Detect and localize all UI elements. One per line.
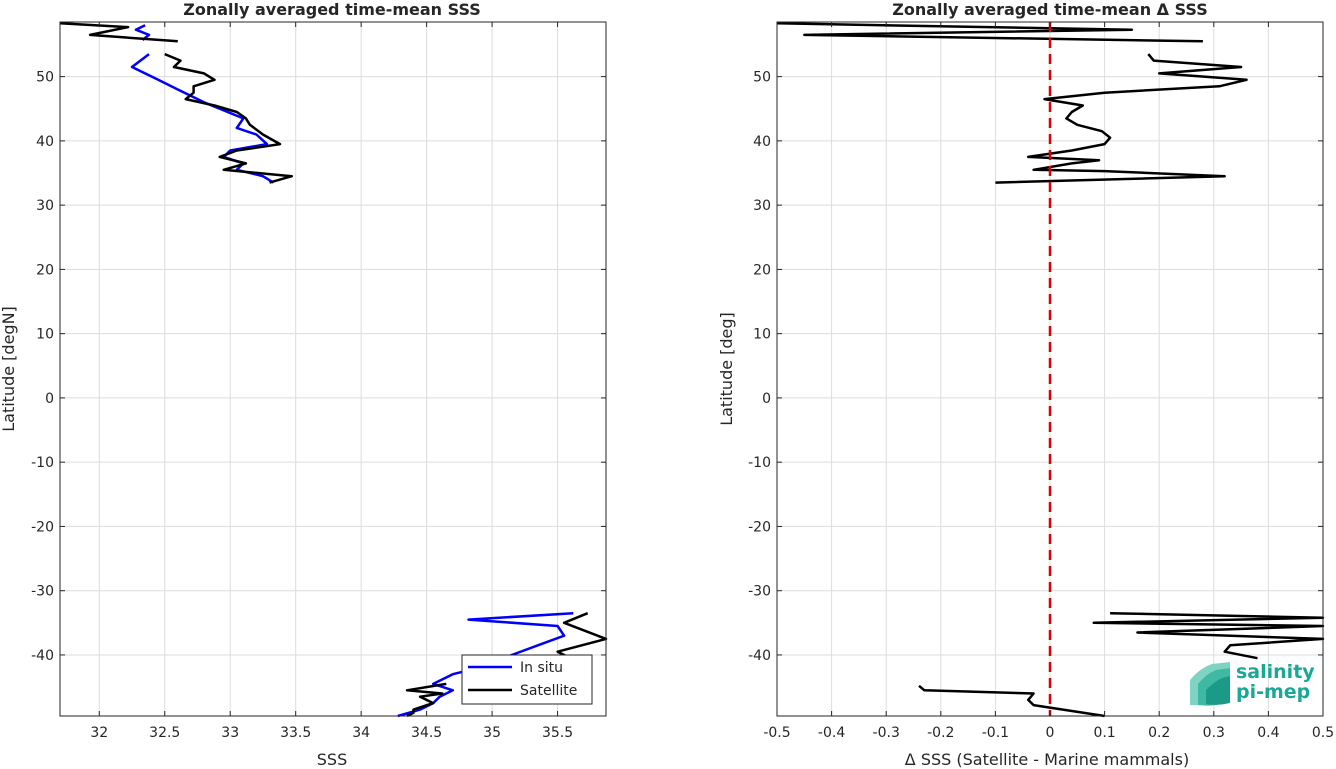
y-tick-label: 50 [36, 70, 54, 86]
delta-sss-series-line [918, 684, 1105, 718]
left-panel-x-label: SSS [317, 750, 347, 769]
x-tick-label: -0.3 [873, 725, 900, 741]
x-tick-label: 34 [352, 725, 370, 741]
delta-sss-series-line [1092, 611, 1325, 660]
x-tick-label: 0.4 [1257, 725, 1279, 741]
y-tick-label: -30 [31, 584, 54, 600]
delta-sss-series-line [776, 22, 1203, 43]
x-tick-label: -0.1 [982, 725, 1009, 741]
logo-wave-icon [1190, 662, 1230, 706]
left-panel-grid [60, 22, 606, 716]
satellite-series-line [59, 22, 178, 43]
left-panel-y-label: Latitude [degN] [0, 306, 18, 432]
x-tick-label: 33 [221, 725, 239, 741]
x-tick-label: 0.2 [1148, 725, 1170, 741]
x-tick-label: 0.1 [1093, 725, 1115, 741]
y-tick-label: -40 [748, 648, 771, 664]
left-panel-axes-box [59, 21, 607, 717]
x-tick-label: 0.3 [1203, 725, 1225, 741]
x-tick-label: 32.5 [149, 725, 180, 741]
delta-sss-series-line [995, 53, 1248, 184]
right-panel-x-ticks: -0.5 -0.4 -0.3 -0.2 -0.1 0 0.1 0.2 0.3 0.4 0.5 [763, 22, 1334, 741]
left-panel-title: Zonally averaged time-mean SSS [183, 0, 481, 19]
right-panel-title: Zonally averaged time-mean Δ SSS [892, 0, 1208, 19]
left-panel: Zonally averaged time-mean SSS 32 32.5 33 3… [0, 0, 608, 769]
y-tick-label: 30 [753, 198, 771, 214]
in-situ-series-line [130, 53, 275, 184]
satellite-series-line [405, 682, 447, 718]
x-tick-label: 33.5 [280, 725, 311, 741]
x-tick-label: 0 [1046, 725, 1055, 741]
x-tick-label: 35.5 [542, 725, 573, 741]
right-panel: Zonally averaged time-mean Δ SSS -0.5 -0.… [717, 0, 1334, 769]
y-tick-label: -20 [748, 519, 771, 535]
salinity-pi-mep-logo: salinity pi-mep [1190, 661, 1315, 706]
x-tick-label: 32 [90, 725, 108, 741]
y-tick-label: -20 [31, 519, 54, 535]
in-situ-series-line [134, 24, 151, 41]
y-tick-label: -10 [748, 455, 771, 471]
right-panel-series [776, 22, 1325, 718]
y-tick-label: 10 [753, 327, 771, 343]
y-tick-label: 20 [36, 262, 54, 278]
left-panel-series [59, 22, 608, 718]
y-tick-label: 40 [36, 134, 54, 150]
y-tick-label: 30 [36, 198, 54, 214]
left-panel-x-ticks: 32 32.5 33 33.5 34 34.5 35 35.5 [90, 22, 573, 741]
x-tick-label: 35 [483, 725, 501, 741]
y-tick-label: 10 [36, 327, 54, 343]
satellite-series-line [164, 52, 294, 184]
x-tick-label: -0.2 [927, 725, 954, 741]
x-tick-label: 0.5 [1312, 725, 1334, 741]
right-panel-x-label: Δ SSS (Satellite - Marine mammals) [905, 750, 1189, 769]
x-tick-label: 34.5 [411, 725, 442, 741]
logo-text-pi-mep: pi-mep [1236, 681, 1310, 703]
y-tick-label: 20 [753, 262, 771, 278]
x-tick-label: -0.4 [818, 725, 845, 741]
right-panel-y-label: Latitude [deg] [717, 312, 736, 426]
y-tick-label: -10 [31, 455, 54, 471]
legend-box [461, 654, 593, 705]
legend-in-situ-label: In situ [520, 660, 563, 676]
y-tick-label: -40 [31, 648, 54, 664]
left-panel-y-ticks: -40 -30 -20 -10 0 10 20 30 40 50 [31, 70, 606, 664]
logo-text-salinity: salinity [1236, 661, 1315, 683]
y-tick-label: 50 [753, 70, 771, 86]
legend: In situ Satellite [461, 654, 593, 705]
y-tick-label: 0 [762, 391, 771, 407]
legend-satellite-label: Satellite [520, 683, 577, 699]
y-tick-label: 40 [753, 134, 771, 150]
right-panel-y-ticks: -40 -30 -20 -10 0 10 20 30 40 50 [748, 70, 1323, 664]
y-tick-label: -30 [748, 584, 771, 600]
y-tick-label: 0 [45, 391, 54, 407]
x-tick-label: -0.5 [763, 725, 790, 741]
